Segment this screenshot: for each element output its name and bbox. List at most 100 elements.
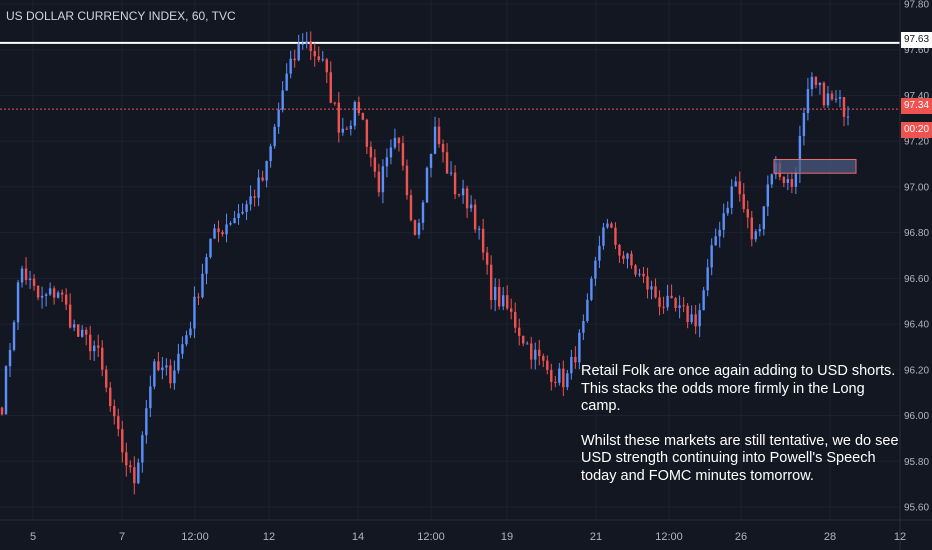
candle-body	[161, 367, 164, 371]
candle-body	[413, 220, 417, 235]
candle-body	[48, 288, 52, 295]
candle-body	[101, 347, 104, 370]
annotation-paragraph-1: Retail Folk are once again adding to USD…	[581, 363, 896, 414]
candle-body	[409, 195, 413, 221]
candle-body	[473, 204, 477, 230]
candle-body	[221, 231, 224, 235]
candle-body	[746, 209, 749, 218]
candle-body	[445, 152, 449, 174]
x-tick-label: 14	[352, 531, 364, 543]
candle-body	[614, 227, 617, 245]
candle-body	[822, 82, 826, 106]
candle-body	[385, 157, 389, 167]
x-tick-label: 12:00	[417, 531, 445, 543]
candle-body	[193, 296, 196, 329]
candle-body	[109, 387, 112, 407]
candle-body	[345, 128, 349, 130]
candle-body	[321, 59, 324, 61]
candle-body	[642, 273, 645, 277]
candle-body	[233, 218, 236, 224]
candle-body	[646, 276, 649, 290]
candle-body	[209, 238, 212, 258]
candle-body	[20, 268, 24, 283]
x-tick-label: 12	[263, 531, 275, 543]
candle-body	[189, 328, 192, 336]
candle-body	[113, 406, 116, 417]
candle-body	[830, 93, 834, 100]
candle-body	[105, 369, 108, 388]
candle-body	[606, 223, 609, 228]
candle-body	[433, 126, 437, 154]
candle-body	[441, 144, 445, 153]
candle-body	[489, 264, 493, 301]
annotation-text: Retail Folk are once again adding to USD…	[581, 363, 901, 502]
candle-body	[622, 255, 625, 259]
candle-body	[610, 223, 613, 228]
candle-body	[297, 43, 300, 61]
candle-body	[129, 465, 132, 468]
candle-body	[317, 56, 320, 60]
candle-body	[269, 146, 272, 162]
candle-body	[133, 467, 136, 484]
candle-body	[530, 343, 533, 360]
candle-body	[738, 181, 741, 195]
candle-body	[225, 224, 228, 235]
candle-body	[770, 174, 774, 185]
candle-body	[485, 252, 489, 265]
candle-body	[389, 147, 393, 158]
candle-body	[826, 93, 830, 106]
candle-body	[72, 324, 76, 328]
candle-body	[201, 273, 204, 298]
candle-body	[36, 285, 40, 298]
candle-body	[670, 295, 673, 299]
candle-body	[550, 369, 553, 382]
candle-body	[373, 157, 377, 172]
candle-body	[217, 228, 220, 232]
candle-body	[786, 179, 790, 183]
candle-body	[586, 299, 589, 321]
candlestick-series	[0, 31, 850, 495]
candle-body	[289, 58, 292, 74]
candle-body	[229, 223, 232, 225]
candle-body	[718, 229, 721, 237]
candle-body	[377, 171, 381, 193]
candle-body	[497, 286, 501, 307]
candle-body	[754, 231, 757, 240]
candle-body	[686, 305, 689, 323]
candle-body	[566, 373, 569, 388]
candle-body	[245, 204, 248, 212]
candle-body	[694, 314, 697, 327]
candle-body	[8, 349, 12, 367]
candle-body	[794, 172, 798, 187]
candle-body	[518, 327, 521, 336]
candle-body	[546, 360, 549, 370]
candle-body	[726, 207, 729, 214]
candle-body	[706, 267, 709, 291]
candle-body	[522, 335, 525, 344]
candle-body	[834, 98, 838, 100]
candle-body	[401, 143, 405, 166]
candle-body	[449, 172, 453, 174]
candle-body	[381, 166, 385, 193]
candle-body	[185, 335, 188, 345]
candle-body	[369, 146, 373, 158]
x-tick-label: 12	[894, 531, 906, 543]
horizontal-levels	[0, 41, 900, 110]
candle-body	[249, 196, 252, 205]
candle-body	[357, 101, 361, 114]
candle-body	[24, 268, 28, 281]
candle-body	[678, 305, 681, 308]
y-tick-label: 97.40	[904, 91, 929, 102]
candle-body	[722, 213, 725, 230]
candle-body	[265, 161, 268, 181]
price-label-97-63: 97.63	[901, 32, 932, 48]
candle-body	[510, 308, 513, 312]
candle-body	[658, 297, 661, 307]
current-price-label: 97.34	[901, 98, 932, 114]
candle-body	[329, 72, 332, 103]
candle-body	[542, 356, 545, 361]
candle-body	[698, 310, 701, 327]
y-tick-label: 96.00	[904, 411, 929, 422]
